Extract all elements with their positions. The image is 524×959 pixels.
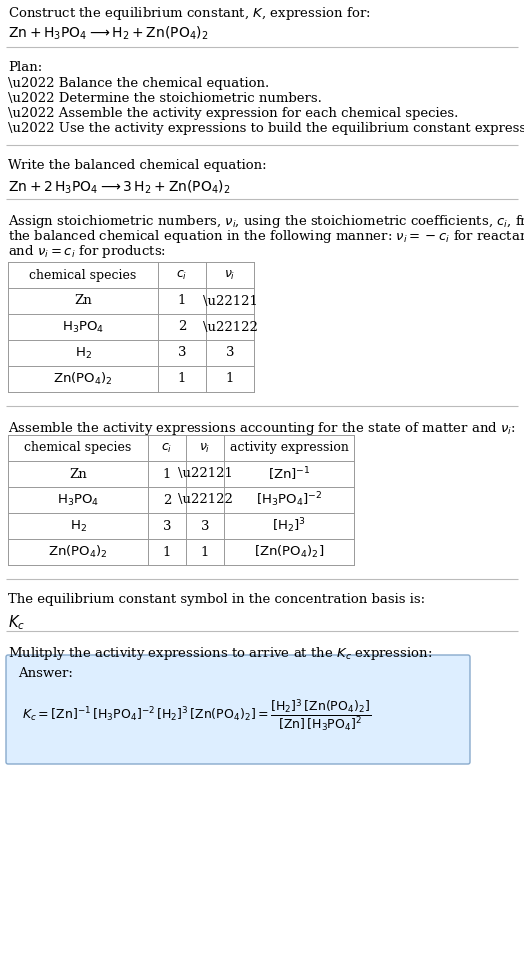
Text: 1: 1 [163,467,171,480]
Text: Assign stoichiometric numbers, $\nu_i$, using the stoichiometric coefficients, $: Assign stoichiometric numbers, $\nu_i$, … [8,213,524,230]
Text: Assemble the activity expressions accounting for the state of matter and $\nu_i$: Assemble the activity expressions accoun… [8,420,516,437]
Text: \u22121: \u22121 [203,294,257,308]
Text: chemical species: chemical species [25,441,132,455]
Text: $c_i$: $c_i$ [177,269,188,282]
Text: The equilibrium constant symbol in the concentration basis is:: The equilibrium constant symbol in the c… [8,593,425,606]
Text: $\mathrm{Zn(PO_4)_2}$: $\mathrm{Zn(PO_4)_2}$ [48,544,108,560]
Text: \u2022 Assemble the activity expression for each chemical species.: \u2022 Assemble the activity expression … [8,107,458,120]
Text: 2: 2 [178,320,186,334]
Text: $K_c = [\mathrm{Zn}]^{-1}\,[\mathrm{H_3PO_4}]^{-2}\,[\mathrm{H_2}]^3\,[\mathrm{Z: $K_c = [\mathrm{Zn}]^{-1}\,[\mathrm{H_3P… [22,697,371,733]
Text: \u2022 Balance the chemical equation.: \u2022 Balance the chemical equation. [8,77,269,90]
Text: $\nu_i$: $\nu_i$ [224,269,236,282]
Text: 1: 1 [178,294,186,308]
Text: 1: 1 [163,546,171,558]
Text: $\mathrm{H_3PO_4}$: $\mathrm{H_3PO_4}$ [62,319,104,335]
Text: $[\mathrm{H_3PO_4}]^{-2}$: $[\mathrm{H_3PO_4}]^{-2}$ [256,491,322,509]
Text: $\mathrm{H_3PO_4}$: $\mathrm{H_3PO_4}$ [57,493,99,507]
Text: 3: 3 [163,520,171,532]
Text: $\mathrm{Zn + 2\,H_3PO_4 \longrightarrow 3\,H_2 + Zn(PO_4)_2}$: $\mathrm{Zn + 2\,H_3PO_4 \longrightarrow… [8,179,231,197]
Text: Write the balanced chemical equation:: Write the balanced chemical equation: [8,159,267,172]
Text: $\mathrm{Zn + H_3PO_4 \longrightarrow H_2 + Zn(PO_4)_2}$: $\mathrm{Zn + H_3PO_4 \longrightarrow H_… [8,25,209,42]
Text: and $\nu_i = c_i$ for products:: and $\nu_i = c_i$ for products: [8,243,166,260]
Text: Plan:: Plan: [8,61,42,74]
Text: \u2022 Use the activity expressions to build the equilibrium constant expression: \u2022 Use the activity expressions to b… [8,122,524,135]
Text: Answer:: Answer: [18,667,73,680]
Text: $[\mathrm{H_2}]^3$: $[\mathrm{H_2}]^3$ [272,517,306,535]
Text: $\mathrm{H_2}$: $\mathrm{H_2}$ [74,345,92,361]
Text: \u22122: \u22122 [203,320,257,334]
Text: activity expression: activity expression [230,441,348,455]
Text: 1: 1 [201,546,209,558]
Text: 3: 3 [201,520,209,532]
Text: the balanced chemical equation in the following manner: $\nu_i = -c_i$ for react: the balanced chemical equation in the fo… [8,228,524,245]
Text: \u22121: \u22121 [178,467,233,480]
Text: Zn: Zn [74,294,92,308]
Text: $\mathrm{H_2}$: $\mathrm{H_2}$ [70,519,86,533]
Text: $\mathrm{Zn(PO_4)_2}$: $\mathrm{Zn(PO_4)_2}$ [53,371,113,387]
Text: \u22122: \u22122 [178,494,233,506]
FancyBboxPatch shape [6,655,470,764]
Text: $\nu_i$: $\nu_i$ [199,441,211,455]
Text: 1: 1 [178,372,186,386]
Text: $[\mathrm{Zn}]^{-1}$: $[\mathrm{Zn}]^{-1}$ [268,465,310,482]
Text: $c_i$: $c_i$ [161,441,172,455]
Text: chemical species: chemical species [29,269,137,282]
Text: \u2022 Determine the stoichiometric numbers.: \u2022 Determine the stoichiometric numb… [8,92,322,105]
Text: 3: 3 [226,346,234,360]
Text: Construct the equilibrium constant, $K$, expression for:: Construct the equilibrium constant, $K$,… [8,5,370,22]
Text: $[\mathrm{Zn(PO_4)_2}]$: $[\mathrm{Zn(PO_4)_2}]$ [254,544,324,560]
Text: 1: 1 [226,372,234,386]
Text: Zn: Zn [69,467,87,480]
Text: 2: 2 [163,494,171,506]
Text: $K_c$: $K_c$ [8,613,25,632]
Text: Mulitply the activity expressions to arrive at the $K_c$ expression:: Mulitply the activity expressions to arr… [8,645,432,662]
Text: 3: 3 [178,346,186,360]
